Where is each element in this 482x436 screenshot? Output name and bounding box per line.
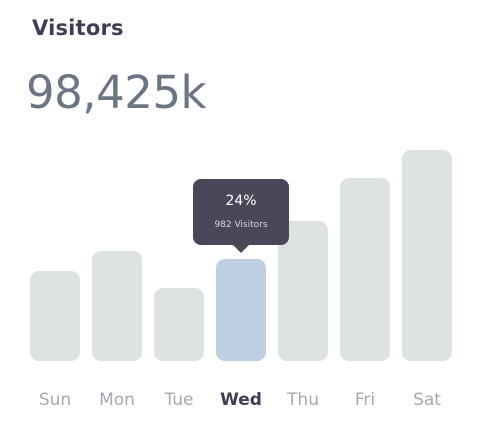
day-label-tue: Tue: [164, 390, 194, 410]
total-visitors-value: 98,425k: [26, 66, 207, 119]
day-label-fri: Fri: [354, 390, 376, 410]
day-label-thu: Thu: [287, 390, 319, 410]
tooltip-arrow: [233, 245, 249, 253]
bar-mon[interactable]: [92, 251, 142, 361]
day-label-sun: Sun: [38, 390, 72, 410]
card-title: Visitors: [32, 16, 124, 40]
bar-thu[interactable]: [278, 221, 328, 361]
day-label-sat: Sat: [413, 390, 441, 410]
bar-tue[interactable]: [154, 288, 204, 361]
bar-tooltip: 24% 982 Visitors: [193, 179, 289, 253]
day-label-mon: Mon: [99, 390, 135, 410]
bar-fri[interactable]: [340, 178, 390, 361]
bar-wed[interactable]: [216, 259, 266, 361]
bar-sun[interactable]: [30, 271, 80, 361]
bar-sat[interactable]: [402, 150, 452, 361]
tooltip-visitors: 982 Visitors: [214, 220, 268, 230]
tooltip-percent: 24%: [225, 193, 257, 209]
day-label-wed: Wed: [220, 390, 262, 410]
